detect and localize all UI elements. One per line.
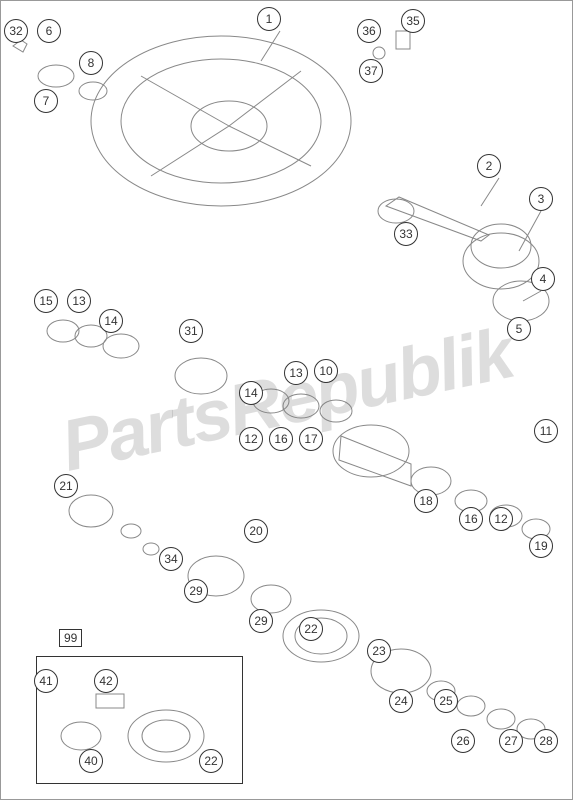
callout-41: 41: [34, 669, 58, 693]
callout-29: 29: [184, 579, 208, 603]
callout-3: 3: [529, 187, 553, 211]
callout-19: 19: [529, 534, 553, 558]
callout-20: 20: [244, 519, 268, 543]
callout-16b: 16: [459, 507, 483, 531]
callout-42: 42: [94, 669, 118, 693]
callout-13b: 13: [284, 361, 308, 385]
callout-99: 99: [59, 629, 82, 647]
callout-37: 37: [359, 59, 383, 83]
callout-13: 13: [67, 289, 91, 313]
callout-12: 12: [239, 427, 263, 451]
diagram-container: PartsRepublik 12345678101112121313141415…: [0, 0, 573, 800]
callout-25: 25: [434, 689, 458, 713]
callout-23: 23: [367, 639, 391, 663]
callout-2: 2: [477, 154, 501, 178]
callout-14: 14: [99, 309, 123, 333]
callout-29b: 29: [249, 609, 273, 633]
callout-33: 33: [394, 222, 418, 246]
callout-15: 15: [34, 289, 58, 313]
callout-7: 7: [34, 89, 58, 113]
callout-34: 34: [159, 547, 183, 571]
callout-27: 27: [499, 729, 523, 753]
callout-11: 11: [534, 419, 558, 443]
callout-10: 10: [314, 359, 338, 383]
callout-8: 8: [79, 51, 103, 75]
callout-28: 28: [534, 729, 558, 753]
callout-22: 22: [299, 617, 323, 641]
callout-12b: 12: [489, 507, 513, 531]
callout-1: 1: [257, 7, 281, 31]
callout-21: 21: [54, 474, 78, 498]
callout-18: 18: [414, 489, 438, 513]
callout-5: 5: [507, 317, 531, 341]
callout-26: 26: [451, 729, 475, 753]
callout-31: 31: [179, 319, 203, 343]
callout-40: 40: [79, 749, 103, 773]
callout-17: 17: [299, 427, 323, 451]
callout-35: 35: [401, 9, 425, 33]
callout-36: 36: [357, 19, 381, 43]
callout-16: 16: [269, 427, 293, 451]
callout-24: 24: [389, 689, 413, 713]
callout-14b: 14: [239, 381, 263, 405]
callout-22b: 22: [199, 749, 223, 773]
callout-6: 6: [37, 19, 61, 43]
callout-32: 32: [4, 19, 28, 43]
callout-4: 4: [531, 267, 555, 291]
